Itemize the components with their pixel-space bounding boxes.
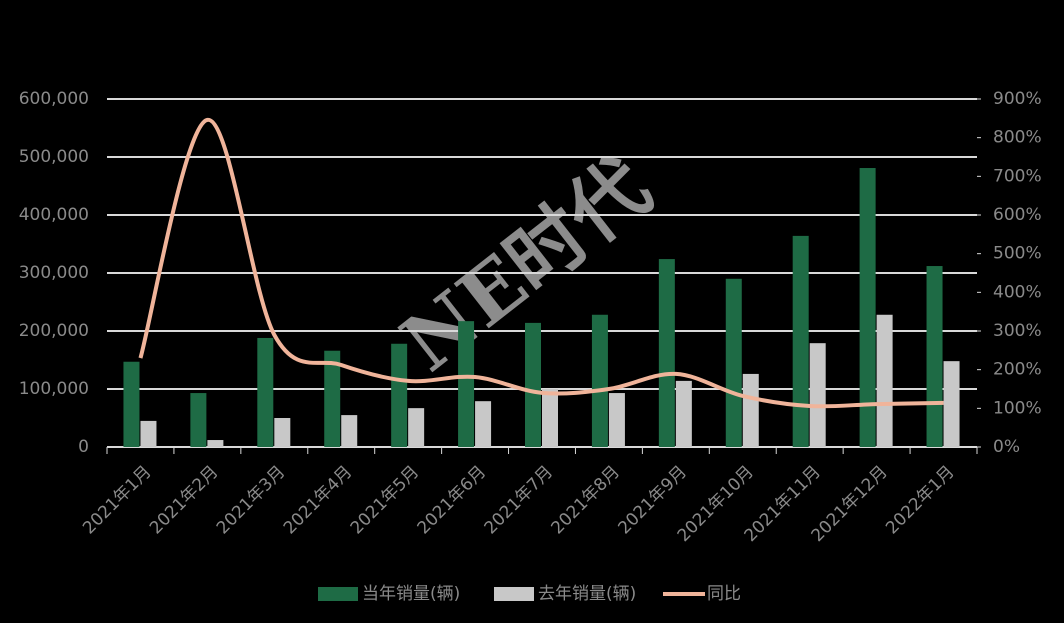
y-tick-label: 200,000 [19,321,89,341]
y2-tick-label: 200% [993,360,1042,380]
bar [591,314,608,447]
x-tick-label: 2021年5月 [347,462,423,538]
y2-tick-label: 300% [993,321,1042,341]
x-tick-label: 2021年8月 [548,462,624,538]
x-tick-label: 2021年4月 [280,462,356,538]
bar [257,337,274,447]
x-tick-label: 2021年6月 [414,462,490,538]
y2-tick-label: 400% [993,282,1042,302]
bar [809,343,826,447]
bar [408,408,425,447]
bar [341,415,358,447]
y-tick-label: 300,000 [19,263,89,283]
y-tick-label: 0 [78,437,89,457]
x-tick-label: 2021年3月 [213,462,289,538]
y2-tick-label: 100% [993,398,1042,418]
bar [274,418,291,447]
x-tick-label: 2022年1月 [882,462,958,538]
bar [926,266,943,447]
bar [876,314,893,447]
y-tick-label: 500,000 [19,147,89,167]
bar [608,393,625,447]
y2-tick-label: 700% [993,166,1042,186]
bar [542,389,558,447]
bar [792,235,809,447]
bar [742,373,759,447]
bar [123,361,140,447]
bar [859,168,876,447]
legend-label: 当年销量(辆) [362,584,460,604]
y2-tick-label: 0% [993,437,1020,457]
bar [458,321,475,447]
x-tick-label: 2021年7月 [481,462,557,538]
bar [190,393,207,447]
bar [525,322,541,447]
bar [725,278,742,447]
bar [324,350,341,447]
legend-swatch [494,587,534,601]
y2-tick-label: 900% [993,89,1042,109]
line [138,117,944,409]
bar [943,361,960,447]
x-tick-label: 2021年2月 [146,462,222,538]
bar [658,259,675,447]
legend-label: 去年销量(辆) [538,584,636,604]
bar [675,380,692,447]
y2-tick-label: 500% [993,244,1042,264]
y-tick-label: 600,000 [19,89,89,109]
y-tick-label: 100,000 [19,379,89,399]
y2-tick-label: 800% [993,128,1042,148]
bar [391,343,408,447]
bar [207,440,224,447]
legend-swatch [318,587,358,601]
x-tick-label: 2021年1月 [79,462,155,538]
bar [140,420,157,447]
y-tick-label: 400,000 [19,205,89,225]
bar [475,401,492,447]
legend-label: 同比 [707,584,741,604]
y2-tick-label: 600% [993,205,1042,225]
